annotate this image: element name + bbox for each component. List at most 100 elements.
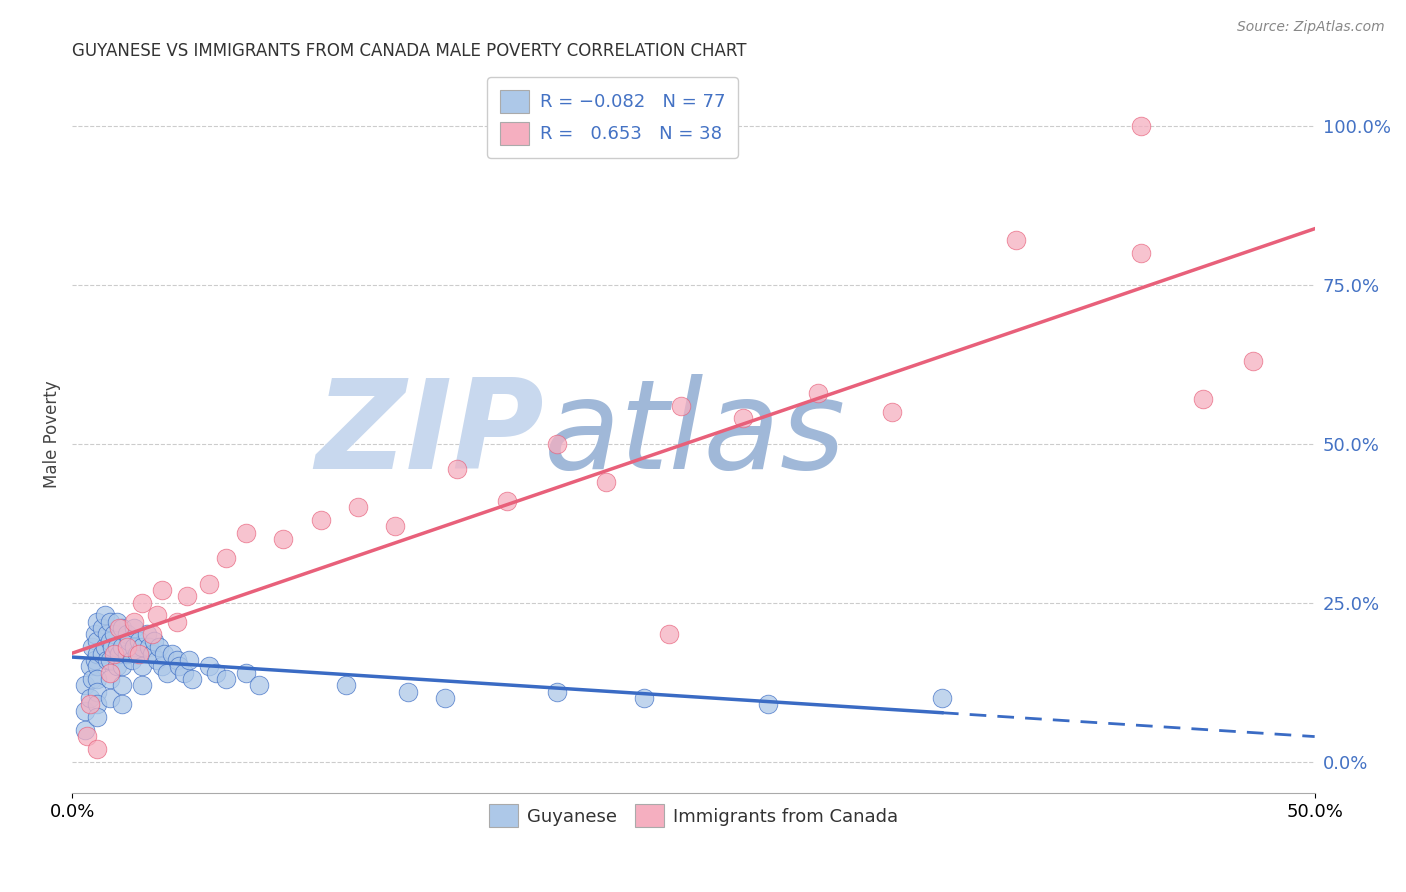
Point: [150, 659, 173, 673]
Point: [115, 640, 138, 655]
Point: [115, 627, 138, 641]
Point: [384, 519, 406, 533]
Y-axis label: Male Poverty: Male Poverty: [44, 381, 60, 488]
Point: [131, 678, 153, 692]
Point: [273, 532, 295, 546]
Point: [105, 615, 128, 629]
Point: [247, 678, 270, 692]
Point: [166, 653, 188, 667]
Point: [83, 653, 105, 667]
Text: GUYANESE VS IMMIGRANTS FROM CANADA MALE POVERTY CORRELATION CHART: GUYANESE VS IMMIGRANTS FROM CANADA MALE …: [72, 42, 747, 60]
Point: [125, 647, 148, 661]
Point: [76, 729, 98, 743]
Point: [79, 691, 101, 706]
Point: [633, 691, 655, 706]
Point: [141, 647, 163, 661]
Point: [131, 596, 153, 610]
Point: [235, 665, 257, 680]
Point: [546, 684, 568, 698]
Point: [235, 525, 257, 540]
Point: [882, 405, 904, 419]
Point: [91, 621, 114, 635]
Point: [160, 647, 183, 661]
Point: [96, 627, 118, 641]
Point: [103, 627, 125, 641]
Point: [177, 653, 200, 667]
Text: ZIP: ZIP: [315, 374, 544, 495]
Legend: Guyanese, Immigrants from Canada: Guyanese, Immigrants from Canada: [482, 797, 905, 835]
Point: [93, 640, 115, 655]
Point: [166, 615, 188, 629]
Point: [215, 551, 238, 566]
Point: [93, 608, 115, 623]
Point: [108, 621, 131, 635]
Point: [496, 494, 519, 508]
Point: [86, 659, 108, 673]
Point: [83, 627, 105, 641]
Point: [86, 698, 108, 712]
Point: [105, 659, 128, 673]
Point: [131, 659, 153, 673]
Point: [73, 723, 96, 737]
Point: [98, 691, 121, 706]
Point: [215, 672, 238, 686]
Point: [156, 665, 179, 680]
Point: [98, 633, 121, 648]
Point: [141, 627, 163, 641]
Point: [176, 590, 198, 604]
Point: [669, 399, 692, 413]
Point: [546, 437, 568, 451]
Point: [145, 653, 167, 667]
Point: [433, 691, 456, 706]
Point: [446, 462, 468, 476]
Point: [180, 672, 202, 686]
Point: [167, 659, 190, 673]
Point: [86, 633, 108, 648]
Point: [79, 659, 101, 673]
Point: [103, 647, 125, 661]
Point: [143, 633, 166, 648]
Point: [111, 698, 134, 712]
Point: [82, 640, 104, 655]
Point: [128, 647, 150, 661]
Point: [807, 386, 830, 401]
Point: [1129, 246, 1152, 260]
Point: [79, 698, 101, 712]
Point: [108, 647, 131, 661]
Point: [98, 653, 121, 667]
Point: [82, 672, 104, 686]
Point: [91, 647, 114, 661]
Point: [205, 665, 228, 680]
Text: atlas: atlas: [544, 374, 846, 495]
Point: [124, 621, 146, 635]
Point: [86, 742, 108, 756]
Point: [396, 684, 419, 698]
Point: [1192, 392, 1215, 407]
Point: [98, 615, 121, 629]
Point: [105, 640, 128, 655]
Point: [86, 684, 108, 698]
Point: [1005, 234, 1028, 248]
Point: [118, 633, 141, 648]
Point: [198, 576, 221, 591]
Point: [198, 659, 221, 673]
Point: [733, 411, 755, 425]
Point: [98, 665, 121, 680]
Point: [86, 710, 108, 724]
Point: [111, 640, 134, 655]
Point: [931, 691, 953, 706]
Point: [756, 698, 779, 712]
Point: [96, 653, 118, 667]
Point: [658, 627, 681, 641]
Point: [309, 513, 332, 527]
Text: Source: ZipAtlas.com: Source: ZipAtlas.com: [1237, 20, 1385, 34]
Point: [128, 633, 150, 648]
Point: [124, 640, 146, 655]
Point: [73, 678, 96, 692]
Point: [173, 665, 195, 680]
Point: [595, 475, 617, 489]
Point: [148, 640, 170, 655]
Point: [73, 704, 96, 718]
Point: [101, 640, 124, 655]
Point: [86, 615, 108, 629]
